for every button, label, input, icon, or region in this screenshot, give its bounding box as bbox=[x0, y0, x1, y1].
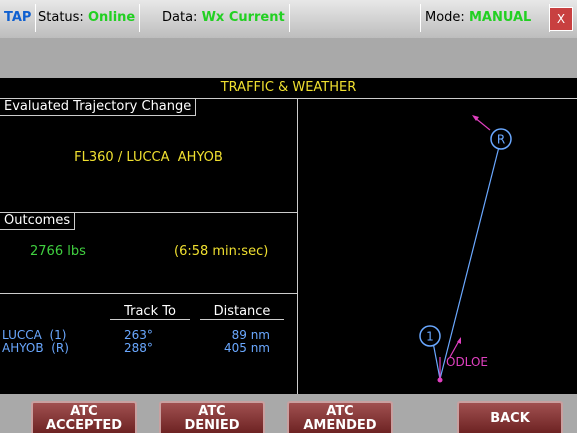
data-value: Wx Current bbox=[201, 10, 285, 25]
status: Status: Online bbox=[34, 4, 141, 32]
main-panel: TRAFFIC & WEATHER Evaluated Trajectory C… bbox=[0, 78, 577, 394]
waypoint-circle bbox=[419, 325, 441, 347]
waypoint-circle bbox=[490, 128, 512, 150]
time: (6:58 min:sec) bbox=[174, 244, 269, 259]
close-button[interactable]: X bbox=[549, 7, 573, 31]
status-value: Online bbox=[87, 10, 136, 25]
route bbox=[439, 138, 502, 380]
mode: Mode: MANUAL bbox=[420, 4, 550, 32]
deny-button[interactable]: ATC DENIED bbox=[159, 401, 265, 433]
data: Data: Wx Current bbox=[158, 4, 290, 32]
trajectory-label: Evaluated Trajectory Change bbox=[0, 99, 197, 116]
trajectory-value: FL360 / LUCCA AHYOB bbox=[74, 150, 223, 165]
button-text: DENIED bbox=[184, 418, 240, 433]
button-text: BACK bbox=[490, 411, 530, 426]
accept-button[interactable]: ATC ACCEPTED bbox=[31, 401, 137, 433]
button-text: ACCEPTED bbox=[45, 418, 123, 433]
table-cell: 405 nm bbox=[223, 341, 270, 355]
amend-button[interactable]: ATC AMENDED bbox=[287, 401, 393, 433]
table-cell: LUCCA (1) bbox=[2, 328, 67, 342]
button-text: ATC bbox=[70, 404, 98, 419]
arrow-head bbox=[457, 337, 461, 344]
outcomes-label: Outcomes bbox=[0, 213, 76, 230]
table-header: Track To bbox=[110, 304, 190, 320]
table-cell: AHYOB (R) bbox=[2, 341, 69, 355]
mode-label: Mode: bbox=[425, 10, 465, 25]
table-cell: 89 nm bbox=[231, 328, 270, 342]
status-label: Status: bbox=[38, 10, 84, 25]
waypoint-label: 1 bbox=[426, 330, 434, 344]
waypoint-label: R bbox=[497, 133, 505, 147]
app-name: TAP bbox=[0, 4, 37, 32]
table-cell: 288° bbox=[124, 341, 153, 355]
data-label: Data: bbox=[162, 10, 198, 25]
status-bar: TAP Status: Online Data: Wx Current Mode… bbox=[0, 0, 577, 38]
panel-title: TRAFFIC & WEATHER bbox=[220, 80, 357, 95]
table-header: Distance bbox=[200, 304, 284, 320]
mode-value: MANUAL bbox=[468, 10, 532, 25]
fix-label: ODLOE bbox=[446, 355, 488, 369]
arrow-head bbox=[472, 115, 479, 121]
waypoint-dot bbox=[437, 377, 443, 383]
back-button[interactable]: BACK bbox=[457, 401, 563, 433]
button-text: ATC bbox=[326, 404, 354, 419]
button-text: AMENDED bbox=[303, 418, 377, 433]
fuel: 2766 lbs bbox=[30, 244, 86, 259]
map: R 1 ODLOE bbox=[419, 115, 512, 383]
table-cell: 263° bbox=[124, 328, 153, 342]
button-text: ATC bbox=[198, 404, 226, 419]
